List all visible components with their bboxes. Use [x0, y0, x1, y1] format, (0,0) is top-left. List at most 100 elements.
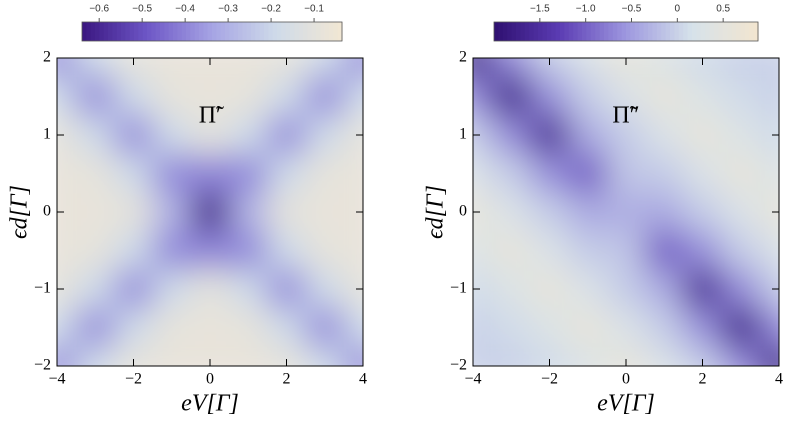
heat-cell: [759, 346, 779, 366]
x-axis-label: eV[Γ]: [181, 391, 239, 417]
heat-cell: [57, 269, 77, 309]
heat-cell: [152, 269, 192, 309]
heat-cell: [759, 115, 779, 155]
heat-cell: [473, 115, 493, 155]
colorbar-swatch: [316, 22, 321, 41]
colorbar-frame: [493, 21, 759, 42]
heat-cell: [645, 231, 684, 271]
colorbar-swatch: [103, 22, 109, 41]
colorbar-swatch: [714, 22, 719, 41]
heat-cell: [190, 192, 230, 232]
heat-cell: [530, 77, 570, 117]
heat-cell: [759, 308, 779, 348]
heat-cell: [76, 269, 115, 309]
heat-cell: [76, 231, 115, 271]
colorbar-swatch: [590, 22, 596, 41]
colorbar-swatch: [272, 22, 278, 41]
colorbar-swatch: [687, 22, 693, 41]
heat-cell: [57, 231, 77, 271]
heat-cell: [759, 231, 779, 271]
y-tick-label: −2: [450, 357, 467, 374]
colorbar-swatch: [555, 22, 561, 41]
x-axis-label: eV[Γ]: [597, 391, 655, 417]
colorbar-swatch: [494, 22, 499, 41]
heat-cell: [606, 77, 646, 117]
colorbar-tick-label: 0.5: [716, 4, 730, 15]
heat-cell: [190, 269, 230, 309]
colorbar-swatch: [546, 22, 552, 41]
colorbar-swatch: [86, 22, 92, 41]
heat-cell: [683, 115, 723, 155]
colorbar-tick-label: −1.5: [530, 4, 550, 15]
colorbar-swatch: [520, 22, 526, 41]
heat-cell: [229, 154, 268, 194]
heat-cell: [267, 154, 307, 194]
heat-cell: [114, 77, 154, 117]
colorbar-swatch: [116, 22, 122, 41]
heat-cell: [76, 154, 115, 194]
heat-cell: [492, 58, 531, 78]
colorbar-tick-label: −0.4: [175, 4, 195, 15]
colorbar-swatch: [573, 22, 579, 41]
heat-cell: [305, 346, 345, 366]
colorbar-tick-label: −0.1: [304, 4, 324, 15]
heat-cell: [114, 346, 154, 366]
colorbar-swatch: [551, 22, 557, 41]
heat-cell: [530, 154, 570, 194]
colorbar-swatch: [246, 22, 252, 41]
heat-cell: [267, 192, 307, 232]
y-tick-label: 0: [459, 203, 467, 220]
colorbar-swatch: [524, 22, 530, 41]
colorbar-swatch: [542, 22, 548, 41]
colorbar-swatch: [639, 22, 645, 41]
heat-cell: [57, 77, 77, 117]
colorbar-swatch: [626, 22, 631, 41]
colorbar-tick-label: −0.3: [218, 4, 238, 15]
heat-cell: [606, 115, 646, 155]
heat-cell: [57, 154, 77, 194]
colorbar-swatch: [129, 22, 135, 41]
heat-cell: [759, 269, 779, 309]
heat-cell: [492, 154, 531, 194]
heat-cell: [343, 231, 363, 271]
heat-cell: [759, 154, 779, 194]
heat-cell: [759, 192, 779, 232]
colorbar-swatch: [212, 22, 217, 41]
heat-cell: [57, 58, 77, 78]
heat-cell: [57, 346, 77, 366]
x-tick-label: 0: [206, 371, 214, 388]
x-tick-label: −4: [48, 371, 65, 388]
heat-cell: [305, 77, 345, 117]
colorbar-tick-label: −0.2: [261, 4, 281, 15]
colorbar-swatch: [220, 22, 226, 41]
heat-cell: [606, 154, 646, 194]
heat-cell: [114, 154, 154, 194]
heat-cell: [645, 77, 684, 117]
heat-cell: [152, 115, 192, 155]
heat-cell: [492, 192, 531, 232]
heat-cell: [152, 346, 192, 366]
heat-cell: [229, 115, 268, 155]
heat-cell: [229, 308, 268, 348]
colorbar-swatch: [498, 22, 504, 41]
heat-cell: [721, 58, 761, 78]
heat-cell: [473, 77, 493, 117]
heat-cell: [721, 115, 761, 155]
heat-cell: [473, 192, 493, 232]
colorbar-swatch: [242, 22, 248, 41]
colorbar-swatch: [652, 22, 658, 41]
colorbar-swatch: [634, 22, 640, 41]
colorbar-swatch: [674, 22, 680, 41]
colorbar-swatch: [142, 22, 148, 41]
colorbar-tick-label: −0.5: [622, 4, 642, 15]
heat-cell: [645, 269, 684, 309]
x-tick-label: 2: [283, 371, 291, 388]
heat-cell: [190, 346, 230, 366]
colorbar-swatch: [277, 22, 282, 41]
colorbar-swatch: [259, 22, 265, 41]
heat-cell: [568, 346, 608, 366]
heat-cell: [683, 308, 723, 348]
colorbar-swatch: [303, 22, 308, 41]
colorbar-swatch: [507, 22, 513, 41]
colorbar-swatch: [320, 22, 326, 41]
